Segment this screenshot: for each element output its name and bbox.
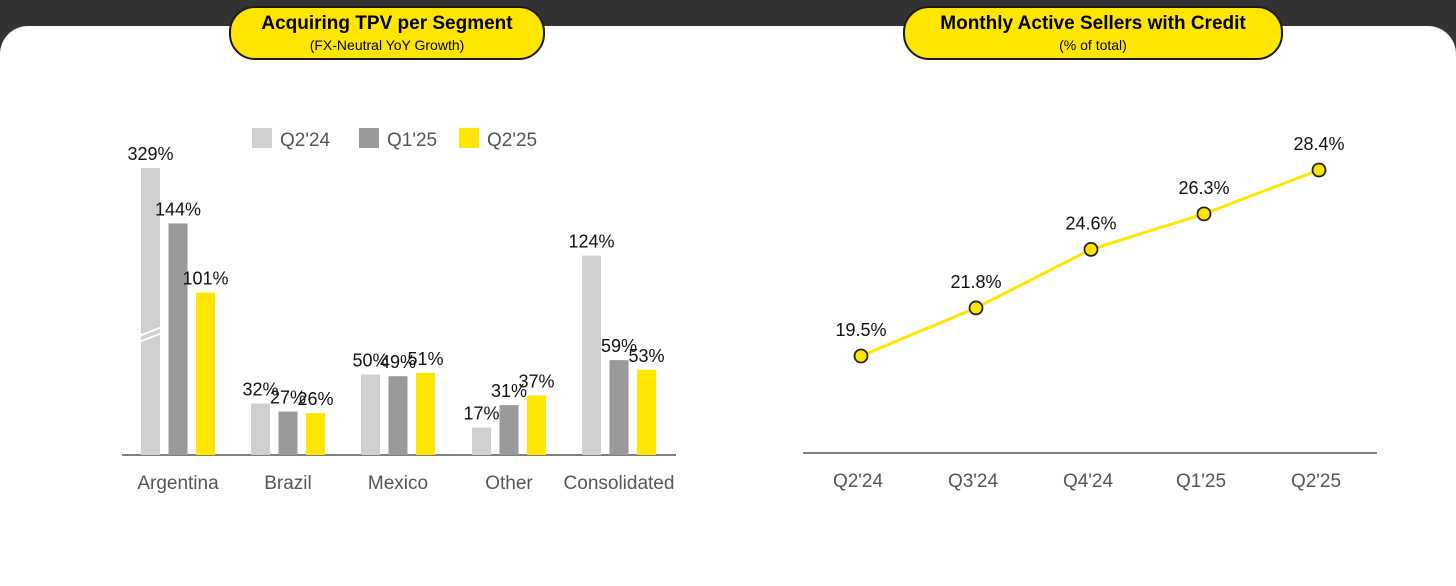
bar-Q2'24 (141, 168, 160, 455)
legend-label: Q1'25 (387, 130, 437, 151)
bar-Q2'24 (472, 427, 491, 455)
line-chart: 19.5% 21.8% 24.6% 26.3% 28.4% Q2'24 Q3'24 Q4'24… (803, 134, 1377, 492)
bar-Q2'25 (416, 372, 435, 455)
bar-Q2'24 (582, 255, 601, 455)
line-category-label: Q1'25 (1176, 471, 1226, 492)
right-chart-title-pill: Monthly Active Sellers with Credit (% of… (903, 6, 1283, 60)
legend-swatch-Q1'25 (359, 128, 379, 148)
bar-data-label: 49% (380, 352, 416, 372)
line-point (968, 300, 984, 316)
line-point (1083, 242, 1099, 257)
axis-break-mark (138, 332, 163, 343)
line-data-label: 24.6% (1065, 213, 1116, 233)
left-chart-title: Acquiring TPV per Segment (261, 13, 513, 34)
bar-data-label: 37% (518, 372, 554, 392)
bar-data-label: 31% (491, 381, 527, 401)
line-point (853, 348, 869, 364)
bar-data-label: 32% (242, 380, 278, 400)
bar-data-label: 59% (601, 336, 637, 356)
bar-data-label: 101% (182, 269, 228, 289)
bar-Q1'25 (278, 411, 298, 455)
legend-label: Q2'25 (487, 130, 537, 151)
line-point (1311, 162, 1327, 178)
content-card (0, 26, 1456, 586)
bar-Q2'25 (306, 413, 325, 455)
bar-Q1'25 (168, 223, 188, 455)
line-data-label: 21.8% (950, 272, 1001, 292)
bar-data-label: 144% (155, 199, 201, 219)
bar-data-label: 53% (628, 346, 664, 366)
bar-category-label: Consolidated (564, 473, 675, 494)
left-chart-title-pill: Acquiring TPV per Segment (FX-Neutral Yo… (229, 6, 545, 60)
bar-data-label: 329% (127, 144, 173, 164)
left-chart-subtitle: (FX-Neutral YoY Growth) (309, 37, 465, 53)
right-chart-title: Monthly Active Sellers with Credit (940, 13, 1246, 34)
line-category-label: Q2'24 (833, 471, 884, 492)
bar-category-label: Argentina (137, 473, 219, 494)
legend-label: Q2'24 (280, 130, 331, 151)
bar-category-label: Brazil (264, 473, 312, 494)
bar-data-label: 17% (463, 404, 499, 424)
right-chart-subtitle: (% of total) (1059, 37, 1127, 53)
line-category-label: Q2'25 (1291, 471, 1341, 492)
bar-Q2'24 (361, 374, 380, 455)
bar-data-label: 50% (352, 351, 388, 371)
axis-break-mark (138, 326, 163, 337)
line-category-label: Q3'24 (948, 471, 999, 492)
bar-data-label: 124% (568, 232, 614, 252)
bar-Q2'25 (527, 395, 546, 455)
bar-Q1'25 (499, 405, 519, 455)
bar-Q2'25 (196, 292, 215, 455)
line-point (1196, 206, 1212, 222)
bar-data-label: 51% (407, 349, 443, 369)
bar-data-label: 27% (270, 388, 306, 408)
bar-Q1'25 (609, 360, 629, 455)
bar-Q1'25 (388, 376, 408, 455)
bar-data-label: 26% (297, 389, 333, 409)
line-series (860, 168, 1320, 358)
line-data-label: 26.3% (1178, 178, 1229, 198)
bar-Q2'24 (251, 403, 270, 455)
line-category-label: Q4'24 (1063, 471, 1114, 492)
line-data-label: 19.5% (835, 320, 886, 340)
legend-swatch-Q2'24 (252, 128, 272, 148)
legend-swatch-Q2'25 (459, 128, 479, 148)
bar-Q2'25 (637, 369, 656, 455)
line-data-label: 28.4% (1293, 134, 1344, 154)
bar-chart: Q2'24 Q1'25 Q2'25329%144%101%Argentina32%2… (122, 128, 676, 494)
bar-category-label: Other (485, 473, 533, 494)
bar-category-label: Mexico (368, 473, 428, 494)
